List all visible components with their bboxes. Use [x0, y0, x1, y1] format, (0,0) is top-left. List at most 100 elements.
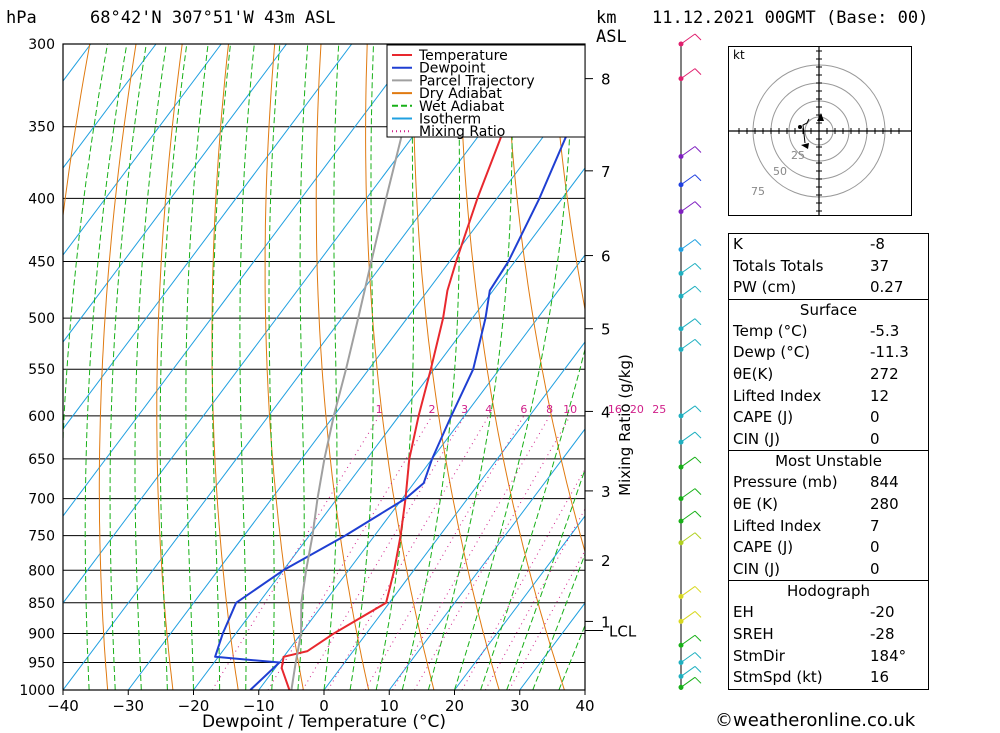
mixing-ratio-label: 1 [376, 403, 383, 416]
mixing-ratio-line [413, 415, 571, 690]
dry-adiabat-line [98, 44, 137, 690]
km-tick-label: 8 [601, 71, 611, 89]
mixing-ratio-line [267, 415, 433, 690]
most-unstable-row: CAPE (J) 0 [733, 538, 880, 557]
hodograph-row: EH -20 [733, 603, 895, 622]
wet-adiabat-line [159, 44, 188, 690]
dry-adiabat-line [211, 44, 239, 690]
km-tick-label: 5 [601, 321, 611, 339]
temperature-tick-label: −30 [112, 697, 144, 715]
wind-barb-feather [694, 239, 702, 246]
surface-row: CAPE (J) 0 [733, 408, 880, 427]
most-unstable-row: Pressure (mb) 844 [733, 473, 899, 492]
legend-entry: Mixing Ratio [419, 124, 505, 140]
mixing-ratio-label: 10 [563, 403, 577, 416]
dry-adiabat-line [922, 44, 1000, 690]
surface-row: Lifted Index 12 [733, 386, 890, 405]
wind-barb [680, 666, 696, 677]
legend-entry: Dry Adiabat [419, 86, 502, 102]
pressure-tick-label: 750 [28, 529, 55, 545]
hodograph-ring-label: 75 [751, 185, 765, 198]
wind-barb-feather [694, 146, 702, 153]
wind-barb-feather [694, 201, 702, 208]
surface-title: Surface [799, 300, 858, 319]
wind-barb-feather [694, 510, 702, 518]
temperature-tick-label: 20 [445, 697, 464, 715]
most-unstable-row: θE (K) 280 [733, 494, 899, 513]
isotherm-line [63, 44, 222, 256]
wind-barb [680, 318, 696, 330]
wet-adiabat-line [211, 44, 231, 690]
parcel-trajectory [290, 44, 432, 690]
dewpoint-profile [214, 91, 585, 690]
isotherm-line [323, 341, 585, 690]
wet-adiabat-line [323, 44, 340, 690]
hodograph-section: Hodograph EH -20 SREH -28 StmDir 184° StmSp… [729, 580, 928, 688]
wind-profile [678, 33, 702, 690]
pressure-tick-label: 550 [28, 362, 55, 378]
wind-barb-feather [694, 488, 702, 495]
pressure-tick-label: 900 [28, 626, 55, 642]
km-tick-label: 2 [601, 552, 611, 570]
copyright-footer[interactable]: ©weatheronline.co.uk [715, 710, 916, 731]
wind-barb [680, 634, 696, 646]
plot-frame [62, 43, 586, 691]
isotherm-line [63, 44, 418, 517]
mixing-ratio-label: 2 [428, 403, 435, 416]
wind-barb-feather [694, 586, 702, 593]
mixing-ratio-label: 4 [485, 403, 492, 416]
pressure-tick-label: 400 [28, 191, 55, 207]
datetime-title: 11.12.2021 00GMT (Base: 00) [652, 8, 929, 28]
mixing-ratio-label: 8 [546, 403, 553, 416]
hodograph-ring-label: 25 [791, 149, 805, 162]
legend-box [386, 44, 586, 138]
km-tick-label: 3 [601, 483, 611, 501]
storm-motion-marker [817, 113, 824, 121]
temperature-tick-label: −20 [178, 697, 210, 715]
mixing-ratio-label: 16 [608, 403, 622, 416]
surface-row: Temp (°C) -5.3 [733, 321, 900, 340]
legend-entry: Isotherm [419, 112, 481, 128]
mixing-ratio-line [364, 415, 525, 690]
mixing-ratio-label: 6 [520, 403, 527, 416]
wet-adiabat-line [480, 347, 585, 690]
hodograph-marker [798, 125, 802, 129]
wind-barb-feather [694, 33, 702, 41]
temperature-profile [280, 44, 549, 690]
temperature-tick-label: −10 [243, 697, 275, 715]
wet-adiabat-line [297, 44, 309, 690]
wet-adiabat-line [109, 44, 147, 690]
isotherm-line [63, 44, 157, 169]
mixing-ratio-axis-title: Mixing Ratio (g/kg) [616, 354, 634, 496]
pressure-tick-label: 850 [28, 596, 55, 612]
location-title: 68°42'N 307°51'W 43m ASL [90, 8, 336, 28]
mixing-ratio-label: 25 [652, 403, 666, 416]
x-axis-title: Dewpoint / Temperature (°C) [202, 712, 446, 732]
dry-adiabat-line [505, 44, 585, 554]
indices-top: K -8 Totals Totals 37 PW (cm) 0.27 [729, 234, 928, 299]
wind-barb [680, 676, 696, 688]
km-tick-label: 4 [601, 403, 611, 421]
mixing-ratio-label: 20 [630, 403, 644, 416]
hodograph-trace [802, 118, 810, 144]
temperature-tick-label: 30 [510, 697, 529, 715]
surface-row: θE(K) 272 [733, 364, 899, 383]
temperature-tick-label: −40 [47, 697, 79, 715]
wind-barb-feather [694, 285, 702, 293]
wind-barb [680, 33, 696, 45]
most-unstable-section: Most Unstable Pressure (mb) 844 θE (K) 280… [729, 450, 928, 580]
wet-adiabat-line [506, 467, 585, 690]
wind-barb [680, 405, 696, 417]
wind-barb-feather [694, 174, 702, 182]
isotherm-line [63, 44, 548, 690]
wind-barb [680, 456, 696, 468]
hodograph-unit: kt [733, 48, 745, 62]
wet-adiabat-line [185, 44, 209, 690]
wind-barb [680, 431, 696, 443]
wet-adiabat-line [454, 44, 574, 690]
wet-adiabat-line [63, 44, 108, 690]
wind-barb [680, 652, 696, 663]
dry-adiabat-line [315, 44, 370, 690]
mixing-ratio-line [484, 508, 585, 690]
